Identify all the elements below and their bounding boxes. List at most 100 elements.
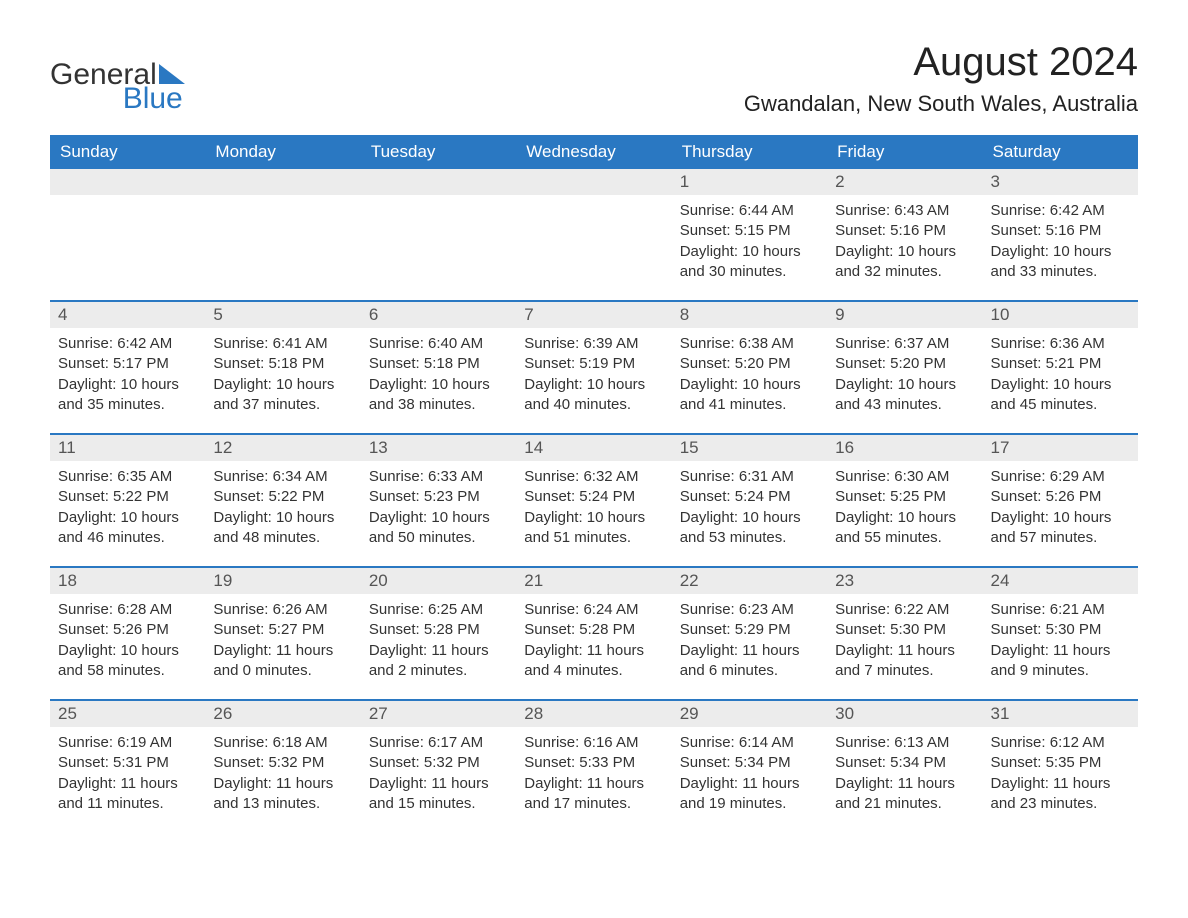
- daylight-text: Daylight: 10 hours and 46 minutes.: [58, 508, 197, 549]
- day-number: 1: [672, 169, 827, 195]
- sunset-text: Sunset: 5:30 PM: [991, 620, 1130, 640]
- calendar-day: 13Sunrise: 6:33 AMSunset: 5:23 PMDayligh…: [361, 435, 516, 552]
- sunset-text: Sunset: 5:23 PM: [369, 487, 508, 507]
- day-details: Sunrise: 6:42 AMSunset: 5:17 PMDaylight:…: [50, 328, 205, 419]
- day-details: Sunrise: 6:26 AMSunset: 5:27 PMDaylight:…: [205, 594, 360, 685]
- day-details: Sunrise: 6:19 AMSunset: 5:31 PMDaylight:…: [50, 727, 205, 818]
- sunset-text: Sunset: 5:20 PM: [835, 354, 974, 374]
- day-number: [516, 169, 671, 195]
- day-number: 3: [983, 169, 1138, 195]
- day-details: Sunrise: 6:16 AMSunset: 5:33 PMDaylight:…: [516, 727, 671, 818]
- day-details: [516, 195, 671, 205]
- sunset-text: Sunset: 5:16 PM: [835, 221, 974, 241]
- sunset-text: Sunset: 5:30 PM: [835, 620, 974, 640]
- calendar-day: 31Sunrise: 6:12 AMSunset: 5:35 PMDayligh…: [983, 701, 1138, 818]
- daylight-text: Daylight: 11 hours and 0 minutes.: [213, 641, 352, 682]
- daylight-text: Daylight: 10 hours and 37 minutes.: [213, 375, 352, 416]
- day-details: Sunrise: 6:33 AMSunset: 5:23 PMDaylight:…: [361, 461, 516, 552]
- calendar-day: 14Sunrise: 6:32 AMSunset: 5:24 PMDayligh…: [516, 435, 671, 552]
- day-number: 14: [516, 435, 671, 461]
- weekday-header: Monday: [205, 135, 360, 169]
- daylight-text: Daylight: 11 hours and 11 minutes.: [58, 774, 197, 815]
- calendar-day: 7Sunrise: 6:39 AMSunset: 5:19 PMDaylight…: [516, 302, 671, 419]
- daylight-text: Daylight: 10 hours and 33 minutes.: [991, 242, 1130, 283]
- sunrise-text: Sunrise: 6:35 AM: [58, 467, 197, 487]
- day-number: [205, 169, 360, 195]
- day-number: 25: [50, 701, 205, 727]
- calendar-day: 12Sunrise: 6:34 AMSunset: 5:22 PMDayligh…: [205, 435, 360, 552]
- sunset-text: Sunset: 5:32 PM: [213, 753, 352, 773]
- calendar-day: 8Sunrise: 6:38 AMSunset: 5:20 PMDaylight…: [672, 302, 827, 419]
- weekday-header: Tuesday: [361, 135, 516, 169]
- sunrise-text: Sunrise: 6:17 AM: [369, 733, 508, 753]
- day-details: Sunrise: 6:21 AMSunset: 5:30 PMDaylight:…: [983, 594, 1138, 685]
- day-details: Sunrise: 6:39 AMSunset: 5:19 PMDaylight:…: [516, 328, 671, 419]
- daylight-text: Daylight: 10 hours and 35 minutes.: [58, 375, 197, 416]
- sunset-text: Sunset: 5:32 PM: [369, 753, 508, 773]
- day-number: 29: [672, 701, 827, 727]
- day-details: Sunrise: 6:23 AMSunset: 5:29 PMDaylight:…: [672, 594, 827, 685]
- day-number: 20: [361, 568, 516, 594]
- calendar-day: [205, 169, 360, 286]
- sunset-text: Sunset: 5:27 PM: [213, 620, 352, 640]
- calendar-day: 18Sunrise: 6:28 AMSunset: 5:26 PMDayligh…: [50, 568, 205, 685]
- calendar-day: 16Sunrise: 6:30 AMSunset: 5:25 PMDayligh…: [827, 435, 982, 552]
- day-number: 23: [827, 568, 982, 594]
- daylight-text: Daylight: 11 hours and 23 minutes.: [991, 774, 1130, 815]
- sunset-text: Sunset: 5:21 PM: [991, 354, 1130, 374]
- day-details: Sunrise: 6:29 AMSunset: 5:26 PMDaylight:…: [983, 461, 1138, 552]
- sunrise-text: Sunrise: 6:40 AM: [369, 334, 508, 354]
- day-details: Sunrise: 6:40 AMSunset: 5:18 PMDaylight:…: [361, 328, 516, 419]
- weekday-header: Saturday: [983, 135, 1138, 169]
- calendar-day: 11Sunrise: 6:35 AMSunset: 5:22 PMDayligh…: [50, 435, 205, 552]
- sunrise-text: Sunrise: 6:23 AM: [680, 600, 819, 620]
- weekday-header: Wednesday: [516, 135, 671, 169]
- sunset-text: Sunset: 5:28 PM: [369, 620, 508, 640]
- day-details: [205, 195, 360, 205]
- sunrise-text: Sunrise: 6:26 AM: [213, 600, 352, 620]
- daylight-text: Daylight: 11 hours and 9 minutes.: [991, 641, 1130, 682]
- daylight-text: Daylight: 10 hours and 50 minutes.: [369, 508, 508, 549]
- day-number: 15: [672, 435, 827, 461]
- weekday-header-row: SundayMondayTuesdayWednesdayThursdayFrid…: [50, 135, 1138, 169]
- calendar-day: 15Sunrise: 6:31 AMSunset: 5:24 PMDayligh…: [672, 435, 827, 552]
- daylight-text: Daylight: 10 hours and 55 minutes.: [835, 508, 974, 549]
- sunrise-text: Sunrise: 6:36 AM: [991, 334, 1130, 354]
- calendar-day: 24Sunrise: 6:21 AMSunset: 5:30 PMDayligh…: [983, 568, 1138, 685]
- day-number: 22: [672, 568, 827, 594]
- day-details: Sunrise: 6:38 AMSunset: 5:20 PMDaylight:…: [672, 328, 827, 419]
- day-details: Sunrise: 6:36 AMSunset: 5:21 PMDaylight:…: [983, 328, 1138, 419]
- daylight-text: Daylight: 10 hours and 45 minutes.: [991, 375, 1130, 416]
- calendar-day: 1Sunrise: 6:44 AMSunset: 5:15 PMDaylight…: [672, 169, 827, 286]
- daylight-text: Daylight: 10 hours and 38 minutes.: [369, 375, 508, 416]
- sunrise-text: Sunrise: 6:28 AM: [58, 600, 197, 620]
- sunrise-text: Sunrise: 6:43 AM: [835, 201, 974, 221]
- calendar-day: [361, 169, 516, 286]
- month-title: August 2024: [50, 40, 1138, 85]
- day-details: Sunrise: 6:31 AMSunset: 5:24 PMDaylight:…: [672, 461, 827, 552]
- sunrise-text: Sunrise: 6:30 AM: [835, 467, 974, 487]
- day-number: 10: [983, 302, 1138, 328]
- sunrise-text: Sunrise: 6:12 AM: [991, 733, 1130, 753]
- day-details: [50, 195, 205, 205]
- logo: General Blue: [50, 60, 185, 114]
- sunrise-text: Sunrise: 6:13 AM: [835, 733, 974, 753]
- calendar-day: 23Sunrise: 6:22 AMSunset: 5:30 PMDayligh…: [827, 568, 982, 685]
- calendar-week: 1Sunrise: 6:44 AMSunset: 5:15 PMDaylight…: [50, 169, 1138, 286]
- sunset-text: Sunset: 5:34 PM: [680, 753, 819, 773]
- sunset-text: Sunset: 5:33 PM: [524, 753, 663, 773]
- day-number: 9: [827, 302, 982, 328]
- sunrise-text: Sunrise: 6:38 AM: [680, 334, 819, 354]
- daylight-text: Daylight: 11 hours and 6 minutes.: [680, 641, 819, 682]
- day-number: 8: [672, 302, 827, 328]
- sunrise-text: Sunrise: 6:33 AM: [369, 467, 508, 487]
- sunset-text: Sunset: 5:35 PM: [991, 753, 1130, 773]
- logo-text-blue: Blue: [123, 84, 183, 114]
- sunset-text: Sunset: 5:29 PM: [680, 620, 819, 640]
- daylight-text: Daylight: 11 hours and 4 minutes.: [524, 641, 663, 682]
- day-number: 28: [516, 701, 671, 727]
- daylight-text: Daylight: 10 hours and 58 minutes.: [58, 641, 197, 682]
- calendar-day: 2Sunrise: 6:43 AMSunset: 5:16 PMDaylight…: [827, 169, 982, 286]
- sunrise-text: Sunrise: 6:32 AM: [524, 467, 663, 487]
- sunrise-text: Sunrise: 6:42 AM: [58, 334, 197, 354]
